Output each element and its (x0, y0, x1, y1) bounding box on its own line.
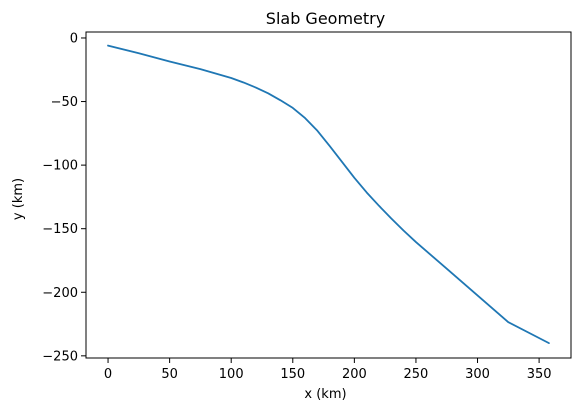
x-tick-label: 250 (404, 367, 429, 382)
x-tick-label: 350 (527, 367, 552, 382)
chart-title: Slab Geometry (266, 9, 385, 28)
x-tick-label: 100 (219, 367, 244, 382)
series-line (107, 44, 550, 345)
y-axis-ticks: 0 −50 −100 −150 −200 −250 (42, 31, 86, 364)
y-tick-label: −200 (42, 286, 78, 301)
plot-area-frame (85, 31, 572, 359)
x-tick-label: 0 (104, 367, 112, 382)
y-tick-label: 0 (70, 31, 78, 46)
y-axis-label: y (km) (11, 178, 26, 220)
x-tick-label: 150 (280, 367, 305, 382)
x-axis-ticks: 0 50 100 150 200 250 300 350 (104, 358, 552, 382)
x-tick-label: 50 (161, 367, 178, 382)
x-axis-label: x (km) (304, 387, 346, 402)
y-tick-label: −50 (51, 95, 78, 110)
x-tick-label: 200 (342, 367, 367, 382)
y-tick-label: −100 (42, 159, 78, 174)
y-tick-label: −250 (42, 349, 78, 364)
x-tick-label: 300 (465, 367, 490, 382)
y-tick-label: −150 (42, 222, 78, 237)
